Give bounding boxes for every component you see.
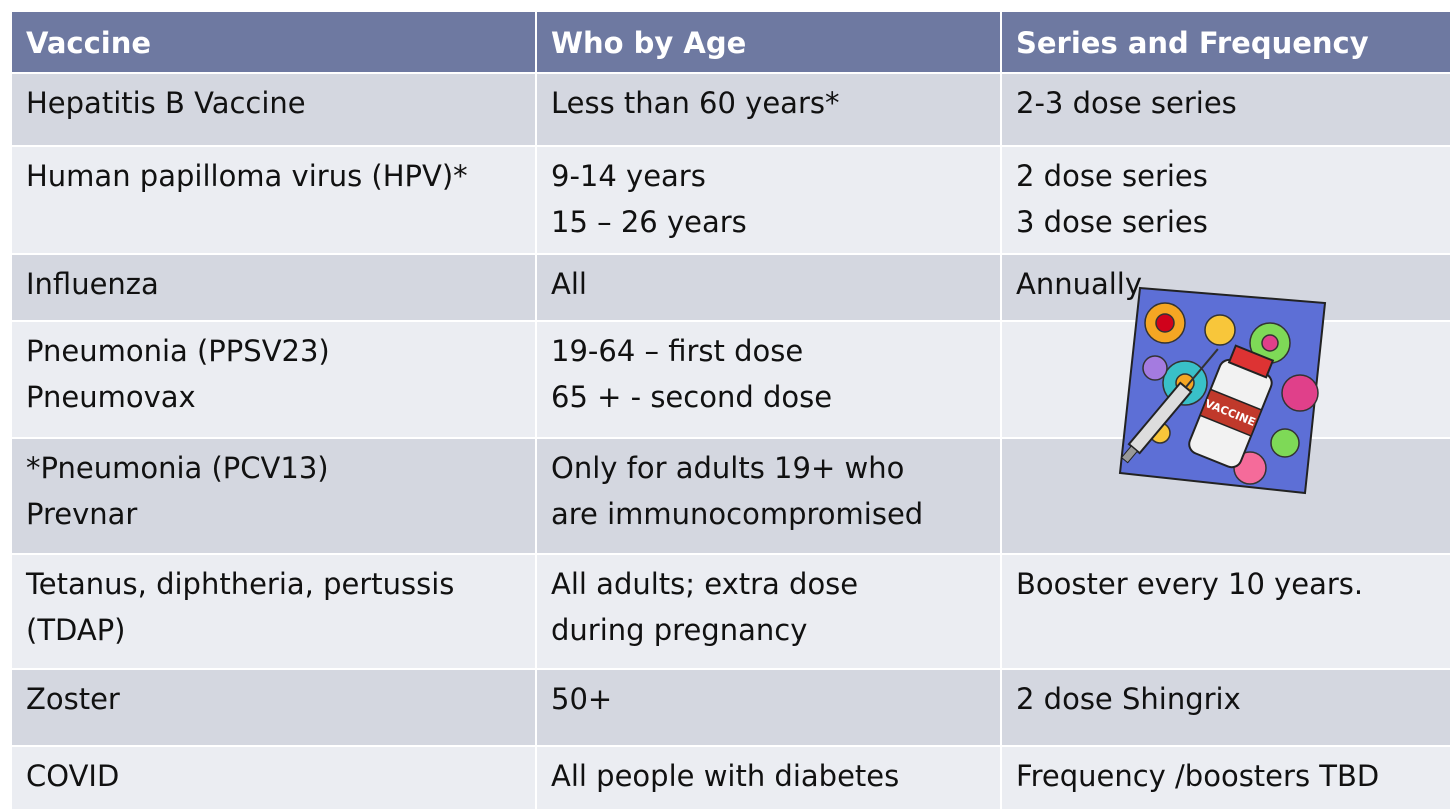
table-cell: All people with diabetes: [536, 746, 1001, 809]
cell-line: 50+: [551, 676, 986, 722]
cell-line: Only for adults 19+ who: [551, 445, 986, 491]
table-cell: 50+: [536, 669, 1001, 746]
cell-line: 19-64 – first dose: [551, 328, 986, 374]
table-cell: Frequency /boosters TBD: [1001, 746, 1451, 809]
slide: VaccineWho by AgeSeries and Frequency He…: [0, 0, 1454, 809]
cell-line: 3 dose series: [1016, 199, 1436, 245]
table-cell: Booster every 10 years.: [1001, 554, 1451, 669]
column-header: Who by Age: [536, 11, 1001, 73]
cell-line: Less than 60 years*: [551, 80, 986, 126]
cell-line: 15 – 26 years: [551, 199, 986, 245]
vaccine-illustration: VACCINE: [1100, 268, 1340, 513]
cell-line: 2-3 dose series: [1016, 80, 1436, 126]
table-cell: Hepatitis B Vaccine: [11, 73, 536, 146]
table-cell: *Pneumonia (PCV13)Prevnar: [11, 438, 536, 554]
column-header: Vaccine: [11, 11, 536, 73]
table-row: Tetanus, diphtheria, pertussis(TDAP)All …: [11, 554, 1451, 669]
table-cell: All: [536, 254, 1001, 321]
table-row: Hepatitis B Vaccine Less than 60 years* 2-…: [11, 73, 1451, 146]
table-row: COVID All people with diabetes Frequency /…: [11, 746, 1451, 809]
cell-line: Human papilloma virus (HPV)*: [26, 153, 521, 199]
cell-line: during pregnancy: [551, 607, 986, 653]
column-header: Series and Frequency: [1001, 11, 1451, 73]
cell-line: are immunocompromised: [551, 491, 986, 537]
table-cell: 2-3 dose series: [1001, 73, 1451, 146]
cell-line: (TDAP): [26, 607, 521, 653]
table-cell: Pneumonia (PPSV23)Pneumovax: [11, 321, 536, 438]
cell-line: 9-14 years: [551, 153, 986, 199]
cell-line: Influenza: [26, 261, 521, 307]
cell-line: Prevnar: [26, 491, 521, 537]
cell-line: 2 dose Shingrix: [1016, 676, 1436, 722]
cell-line: 2 dose series: [1016, 153, 1436, 199]
table-cell: Influenza: [11, 254, 536, 321]
cell-line: Booster every 10 years.: [1016, 561, 1436, 607]
table-cell: 2 dose Shingrix: [1001, 669, 1451, 746]
cell-line: All: [551, 261, 986, 307]
table-cell: Zoster: [11, 669, 536, 746]
cell-line: All adults; extra dose: [551, 561, 986, 607]
table-row: Zoster 50+ 2 dose Shingrix: [11, 669, 1451, 746]
table-cell: COVID: [11, 746, 536, 809]
cell-line: Hepatitis B Vaccine: [26, 80, 521, 126]
cell-line: COVID: [26, 753, 521, 799]
table-cell: Less than 60 years*: [536, 73, 1001, 146]
cell-line: Pneumovax: [26, 374, 521, 420]
cell-line: All people with diabetes: [551, 753, 986, 799]
table-cell: Tetanus, diphtheria, pertussis(TDAP): [11, 554, 536, 669]
cell-line: Tetanus, diphtheria, pertussis: [26, 561, 521, 607]
cell-line: Pneumonia (PPSV23): [26, 328, 521, 374]
cell-line: Frequency /boosters TBD: [1016, 753, 1436, 799]
cell-line: Zoster: [26, 676, 521, 722]
cell-line: 65 + - second dose: [551, 374, 986, 420]
cell-line: *Pneumonia (PCV13): [26, 445, 521, 491]
table-cell: Human papilloma virus (HPV)*: [11, 146, 536, 254]
